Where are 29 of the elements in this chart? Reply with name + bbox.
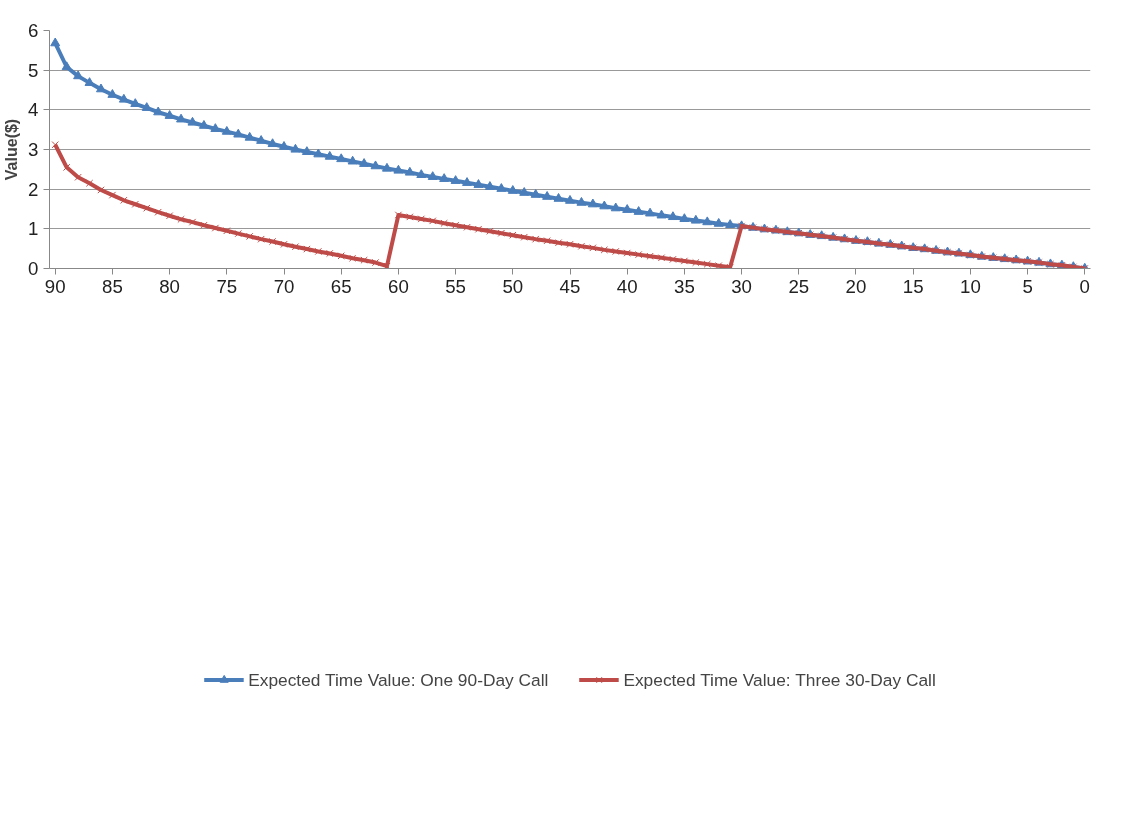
y-tick-label: 2 (28, 178, 39, 200)
y-tick-label: 0 (28, 258, 39, 279)
x-tick-label: 20 (845, 275, 867, 297)
y-tick-label: 5 (28, 59, 39, 81)
x-tick-label: 40 (616, 275, 638, 297)
x-tick-label: 35 (674, 275, 695, 297)
x-tick-label: 0 (1079, 275, 1090, 297)
x-tick-label: 85 (102, 275, 123, 297)
x-tick-label: 50 (502, 275, 524, 297)
x-tick-label: 25 (788, 275, 810, 297)
x-tick-label: 45 (559, 275, 581, 297)
x-tick-label: 15 (902, 275, 924, 297)
x-tick-label: 80 (159, 275, 181, 297)
y-tick-label: 4 (28, 99, 39, 121)
x-tick-label: 75 (216, 275, 238, 297)
legend-label: Expected Time Value: Three 30-Day Call (623, 669, 936, 691)
x-tick-label: 65 (330, 275, 352, 297)
y-axis-title: Value($) (3, 118, 21, 181)
x-tick-label: 70 (273, 275, 295, 297)
x-tick-label: 60 (388, 275, 409, 297)
y-tick-label: 3 (28, 139, 39, 160)
legend-label: Expected Time Value: One 90-Day Call (248, 669, 549, 691)
x-tick-label: 55 (445, 275, 466, 297)
x-tick-label: 10 (960, 275, 981, 297)
y-tick-label: 6 (28, 20, 39, 41)
y-tick-label: 1 (28, 218, 39, 240)
x-tick-label: 5 (1022, 275, 1033, 297)
x-tick-label: 90 (44, 275, 66, 297)
x-tick-label: 30 (731, 275, 752, 297)
